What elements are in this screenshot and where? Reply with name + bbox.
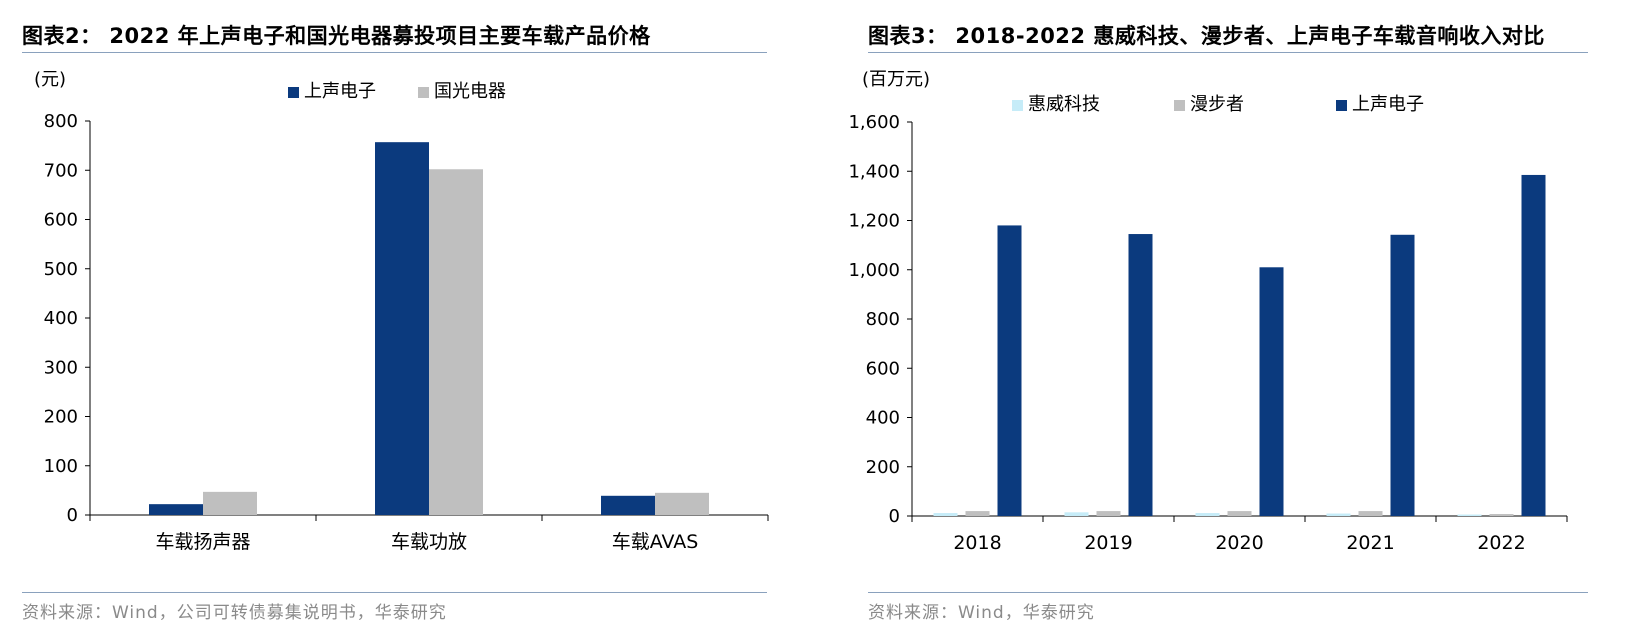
legend-label: 上声电子 (304, 81, 376, 102)
bar (655, 492, 709, 515)
bar (429, 169, 483, 515)
y-tick-label: 100 (44, 456, 78, 477)
x-tick-label: 2020 (1215, 532, 1263, 554)
legend-label: 漫步者 (1190, 94, 1244, 115)
y-tick-label: 500 (44, 259, 78, 280)
bar (997, 225, 1022, 517)
bar (1227, 511, 1252, 516)
legend-label: 上声电子 (1352, 94, 1424, 115)
y-tick-label: 600 (44, 210, 78, 231)
bar (1128, 234, 1153, 516)
y-axis-unit-label: (元) (34, 69, 66, 90)
bar (149, 504, 203, 515)
bar (1096, 511, 1121, 516)
bar (1064, 512, 1089, 516)
legend-swatch (1012, 100, 1023, 111)
source-divider (868, 592, 1588, 593)
source-note: 资料来源：Wind，公司可转债募集说明书，华泰研究 (22, 603, 447, 623)
bar (1489, 514, 1514, 516)
chart-title: 图表3： 2018-2022 惠威科技、漫步者、上声电子车载音响收入对比 (868, 24, 1545, 48)
y-tick-label: 0 (889, 506, 900, 527)
y-tick-label: 800 (44, 111, 78, 132)
bar (1358, 511, 1383, 516)
source-divider (22, 592, 767, 593)
bar (375, 142, 429, 515)
price-bar-chart: (元) 上声电子 国光电器 0 100 200 300 400 500 600 700 800 车载扬声… (34, 69, 769, 553)
y-axis-unit-label: (百万元) (862, 69, 930, 90)
legend-label: 惠威科技 (1028, 94, 1100, 115)
y-tick-label: 1,400 (848, 161, 900, 182)
y-tick-label: 600 (866, 358, 900, 379)
y-tick-label: 1,600 (848, 112, 900, 133)
legend-swatch (1174, 100, 1185, 111)
revenue-bar-chart: (百万元) 惠威科技 漫步者 上声电子 0 200 400 600 800 1,000 1,200 1… (848, 69, 1568, 554)
title-divider (22, 52, 767, 53)
bar (1195, 513, 1220, 516)
bar (1390, 234, 1415, 516)
x-tick-label: 2022 (1477, 532, 1525, 554)
x-tick-label: 2021 (1346, 532, 1394, 554)
x-tick-label: 车载扬声器 (155, 531, 250, 553)
left-chart-panel: 图表2： 2022 年上声电子和国光电器募投项目主要车载产品价格 (元) 上声电子… (0, 0, 820, 635)
y-tick-label: 300 (44, 357, 78, 378)
bar (1457, 514, 1482, 516)
y-tick-label: 400 (44, 308, 78, 329)
x-tick-label: 车载功放 (391, 531, 467, 553)
legend-swatch (288, 87, 299, 98)
y-tick-label: 800 (866, 309, 900, 330)
bar (601, 495, 655, 515)
bar (1259, 267, 1284, 516)
bar (933, 513, 958, 516)
bar (1326, 513, 1351, 516)
chart-title: 图表2： 2022 年上声电子和国光电器募投项目主要车载产品价格 (22, 24, 651, 48)
legend-swatch (1336, 100, 1347, 111)
y-tick-label: 1,200 (848, 211, 900, 232)
y-tick-label: 400 (866, 408, 900, 429)
y-tick-label: 0 (67, 505, 78, 526)
x-tick-label: 2018 (953, 532, 1001, 554)
legend-swatch (418, 87, 429, 98)
legend-label: 国光电器 (434, 81, 506, 102)
x-tick-label: 车载AVAS (612, 531, 699, 553)
source-note: 资料来源：Wind，华泰研究 (868, 603, 1095, 623)
y-tick-label: 1,000 (848, 260, 900, 281)
y-tick-label: 700 (44, 160, 78, 181)
right-chart-panel: 图表3： 2018-2022 惠威科技、漫步者、上声电子车载音响收入对比 (百万… (846, 0, 1641, 635)
title-divider (868, 52, 1588, 53)
bar (203, 491, 257, 515)
bar (1521, 174, 1546, 516)
y-tick-label: 200 (44, 407, 78, 428)
bar (965, 511, 990, 516)
x-tick-label: 2019 (1084, 532, 1132, 554)
y-tick-label: 200 (866, 457, 900, 478)
